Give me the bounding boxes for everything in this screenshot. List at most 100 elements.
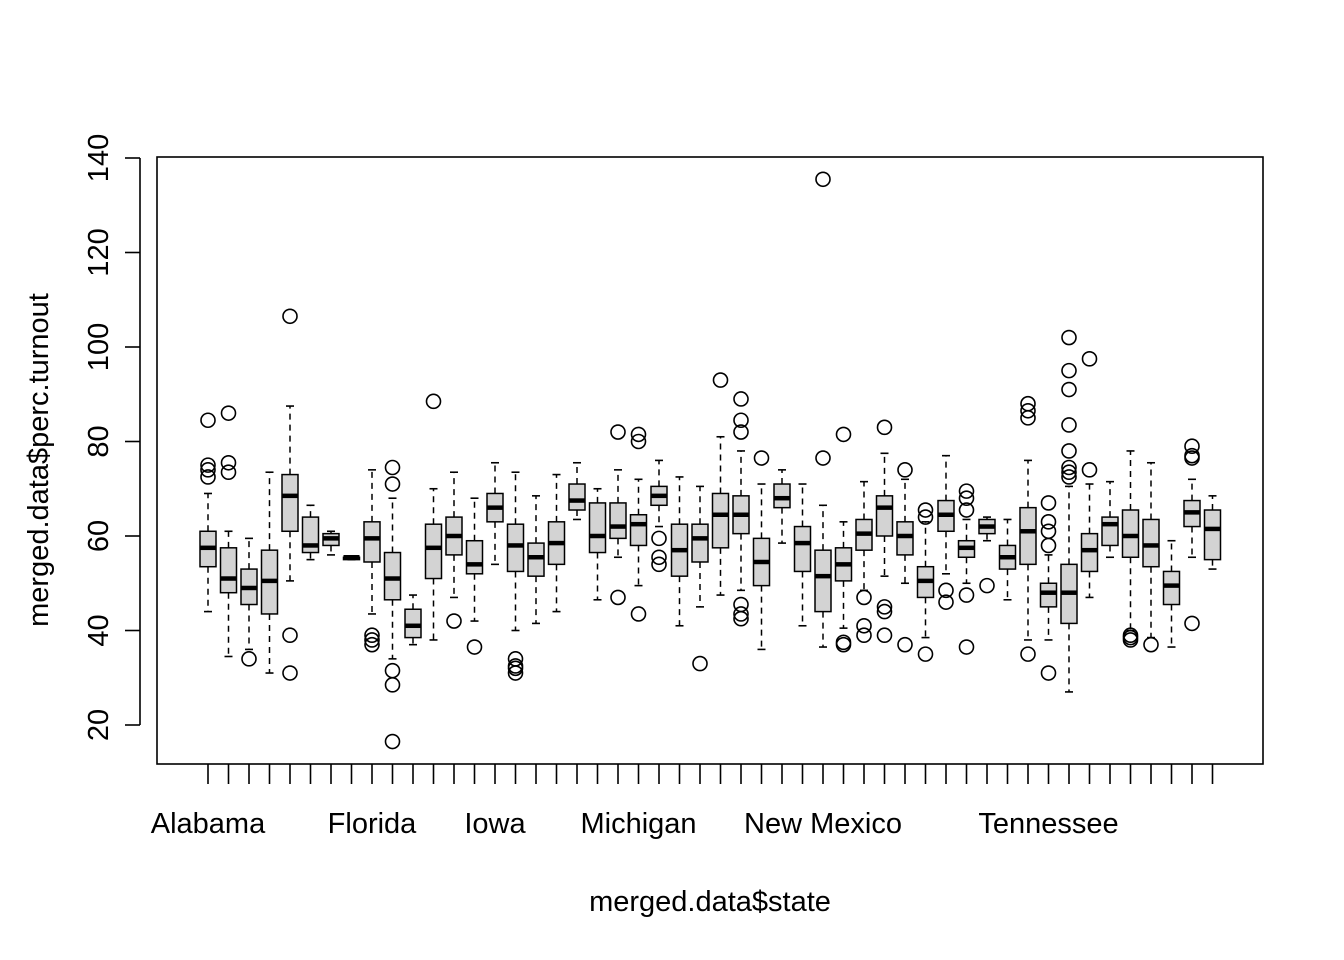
outlier-point (876, 627, 893, 644)
outlier-point (364, 636, 380, 653)
outlier-point (282, 627, 298, 644)
y-tick-label: 60 (83, 520, 115, 552)
outlier-point (610, 589, 626, 606)
iqr-box (588, 502, 607, 554)
y-tick-label: 100 (83, 323, 115, 371)
iqr-box (424, 523, 443, 580)
outlier-point (917, 646, 934, 662)
outlier-point (630, 426, 647, 443)
iqr-box (363, 521, 381, 563)
outlier-point (220, 464, 237, 481)
outlier-point (938, 594, 954, 610)
outlier-point (384, 459, 401, 476)
outlier-point (753, 450, 770, 466)
outlier-point (733, 596, 749, 613)
outlier-point (1061, 329, 1077, 346)
iqr-box (568, 483, 586, 511)
iqr-box (219, 547, 238, 594)
x-tick-label: Iowa (464, 808, 526, 840)
iqr-box (896, 521, 914, 556)
outlier-point (958, 639, 975, 655)
outlier-point (815, 450, 831, 466)
outlier-point (1061, 464, 1077, 481)
outlier-point (1061, 417, 1077, 433)
outlier-point (1061, 381, 1077, 398)
outlier-point (282, 665, 298, 681)
iqr-box (281, 473, 299, 533)
outlier-point (917, 502, 934, 518)
outlier-point (733, 424, 749, 440)
y-tick-label: 140 (83, 134, 115, 182)
iqr-box (1101, 516, 1119, 547)
outlier-point (1061, 362, 1077, 379)
outlier-point (958, 483, 975, 499)
outlier-point (446, 613, 462, 629)
outlier-point (958, 502, 975, 518)
outlier-point (200, 457, 216, 473)
iqr-box (875, 495, 894, 537)
iqr-box (1162, 570, 1181, 606)
outlier-point (1040, 514, 1057, 530)
outlier-point (1020, 395, 1036, 412)
outlier-point (630, 433, 647, 450)
iqr-box (1142, 518, 1160, 568)
outlier-point (466, 639, 483, 655)
outlier-point (384, 476, 401, 492)
plot-layer: 20 40 60 80 100 120 140 Alabama Florida Iowa Michi… (83, 134, 1264, 840)
outlier-point (1061, 459, 1077, 476)
iqr-box (465, 539, 484, 575)
iqr-box (609, 502, 627, 540)
outlier-point (630, 606, 647, 622)
iqr-box (814, 549, 832, 613)
iqr-box (691, 523, 709, 563)
outlier-point (200, 469, 216, 485)
outlier-point (712, 372, 729, 388)
outlier-point (507, 658, 524, 674)
iqr-box (793, 525, 812, 573)
iqr-box (527, 542, 545, 577)
iqr-box (1080, 532, 1099, 573)
iqr-box (1019, 506, 1037, 566)
outlier-point (733, 391, 749, 407)
iqr-box (1203, 509, 1222, 561)
outlier-point (364, 632, 380, 648)
x-tick-label: Florida (328, 808, 418, 840)
outlier-point (733, 412, 749, 429)
outlier-point (1081, 351, 1098, 367)
outlier-point (651, 556, 667, 573)
outlier-point (384, 677, 401, 693)
outlier-point (651, 549, 667, 566)
outlier-point (1122, 627, 1139, 644)
outlier-point (979, 577, 995, 594)
outlier-point (425, 393, 442, 410)
y-tick-label: 120 (83, 228, 115, 276)
outlier-point (384, 662, 401, 679)
outlier-point (1143, 636, 1159, 653)
outlier-point (1040, 537, 1057, 554)
iqr-box (506, 523, 525, 573)
outlier-point (876, 603, 893, 620)
x-axis-title: merged.data$state (589, 886, 831, 918)
outlier-point (1040, 523, 1057, 540)
outlier-point (815, 171, 831, 188)
outlier-point (876, 599, 893, 615)
outlier-point (958, 490, 975, 507)
x-tick-label: Tennessee (978, 808, 1118, 840)
outlier-point (876, 419, 893, 436)
y-tick-label: 40 (83, 614, 115, 646)
outlier-point (897, 636, 913, 653)
outlier-point (1040, 665, 1057, 681)
outlier-point (1040, 495, 1057, 511)
outlier-point (1184, 438, 1200, 455)
outlier-point (282, 308, 298, 325)
y-axis-title: merged.data$perc.turnout (23, 293, 55, 627)
iqr-box (383, 551, 402, 601)
outlier-point (856, 617, 872, 634)
outlier-point (610, 424, 626, 440)
outlier-point (917, 509, 934, 525)
outlier-point (1061, 469, 1077, 485)
iqr-box (1121, 509, 1140, 559)
outlier-point (384, 733, 401, 750)
y-tick-label: 80 (83, 425, 115, 457)
